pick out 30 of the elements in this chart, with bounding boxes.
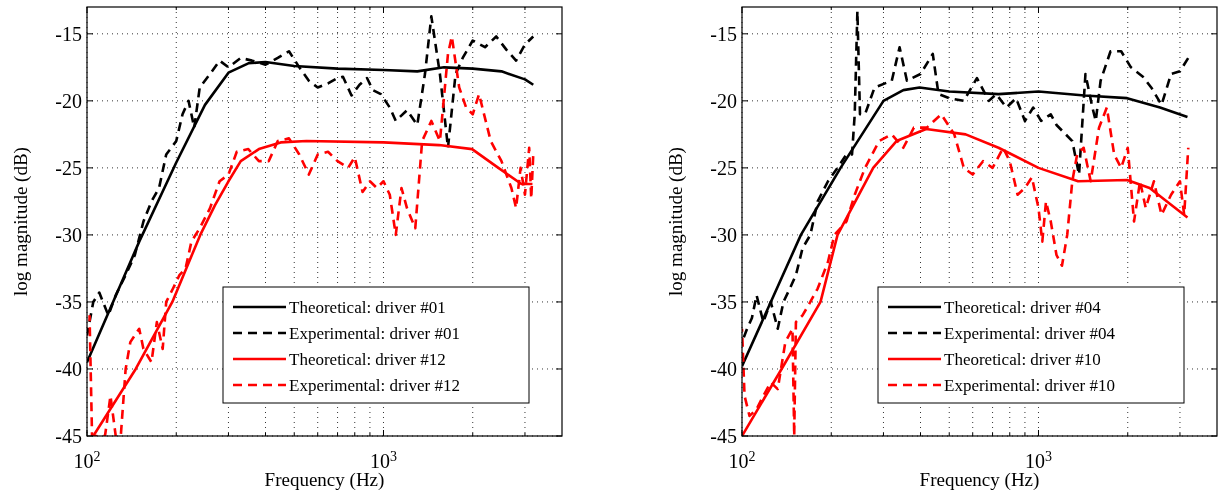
legend-label: Theoretical: driver #12 <box>289 350 446 369</box>
x-axis-title: Frequency (Hz) <box>264 469 385 491</box>
legend-label: Theoretical: driver #01 <box>289 298 446 317</box>
y-tick-label: -45 <box>55 425 82 447</box>
y-tick-label: -30 <box>55 223 82 246</box>
x-tick-label: 10$^{2}$ <box>73 448 101 472</box>
legend-label: Experimental: driver #04 <box>944 324 1116 343</box>
legend-label: Theoretical: driver #10 <box>944 350 1101 369</box>
legend-label: Experimental: driver #12 <box>289 376 460 395</box>
x-tick-label: 10$^{3}$ <box>1024 448 1052 472</box>
y-tick-label: -40 <box>55 357 82 380</box>
y-tick-label: -40 <box>710 357 737 380</box>
y-tick-label: -20 <box>710 89 737 112</box>
legend-label: Theoretical: driver #04 <box>944 298 1102 317</box>
y-tick-label: -45 <box>710 425 737 447</box>
y-tick-label: -25 <box>710 156 737 179</box>
y-axis-title: log magnitude (dB) <box>665 147 687 296</box>
x-tick-label: 10$^{3}$ <box>369 448 397 472</box>
y-tick-label: -30 <box>710 223 737 246</box>
y-tick-label: -35 <box>710 290 737 313</box>
y-tick-label: -25 <box>55 156 82 179</box>
y-axis-title: log magnitude (dB) <box>10 147 32 296</box>
y-tick-label: -20 <box>55 89 82 112</box>
x-axis-title: Frequency (Hz) <box>919 469 1040 491</box>
y-tick-label: -35 <box>55 290 82 313</box>
y-tick-label: -15 <box>55 22 82 45</box>
legend-label: Experimental: driver #10 <box>944 376 1115 395</box>
legend-label: Experimental: driver #01 <box>289 324 460 343</box>
y-tick-label: -15 <box>710 22 737 45</box>
x-tick-label: 10$^{2}$ <box>728 448 756 472</box>
